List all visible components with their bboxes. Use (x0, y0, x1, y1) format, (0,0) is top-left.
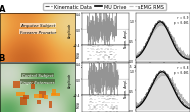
Bar (23, 95, 29, 99)
Y-axis label: MU#: MU# (77, 50, 81, 57)
Bar (34, 94, 42, 98)
Text: Control Subject: Control Subject (22, 73, 54, 77)
X-axis label: Time (s): Time (s) (99, 70, 113, 74)
Bar (49, 101, 52, 108)
Text: A: A (0, 4, 5, 13)
Legend: Kinematic Data, MU Drive, sEMG RMS: Kinematic Data, MU Drive, sEMG RMS (44, 4, 165, 11)
Bar (17, 93, 25, 96)
Bar (20, 97, 27, 106)
Text: r = 0.9
p < 0.001: r = 0.9 p < 0.001 (174, 16, 188, 24)
Text: r = 0.8
p < 0.001: r = 0.8 p < 0.001 (174, 65, 188, 74)
Text: Amputee Subject: Amputee Subject (20, 24, 55, 28)
Bar (51, 93, 60, 96)
Y-axis label: Norm. Ampl.: Norm. Ampl. (124, 29, 128, 48)
Y-axis label: Norm. Ampl.: Norm. Ampl. (124, 79, 128, 97)
Text: Forearm Pronator: Forearm Pronator (20, 31, 56, 35)
Text: Finger Extensors: Finger Extensors (20, 80, 55, 84)
Y-axis label: Amplitude: Amplitude (68, 72, 72, 87)
Y-axis label: Amplitude: Amplitude (68, 22, 72, 38)
Bar (44, 95, 48, 99)
Bar (52, 89, 56, 95)
X-axis label: Time (s): Time (s) (156, 70, 170, 74)
Bar (37, 100, 41, 104)
Text: B: B (0, 54, 5, 63)
Bar (13, 81, 20, 88)
Bar (39, 91, 46, 98)
Y-axis label: MU#: MU# (77, 100, 81, 107)
Bar (32, 82, 35, 89)
